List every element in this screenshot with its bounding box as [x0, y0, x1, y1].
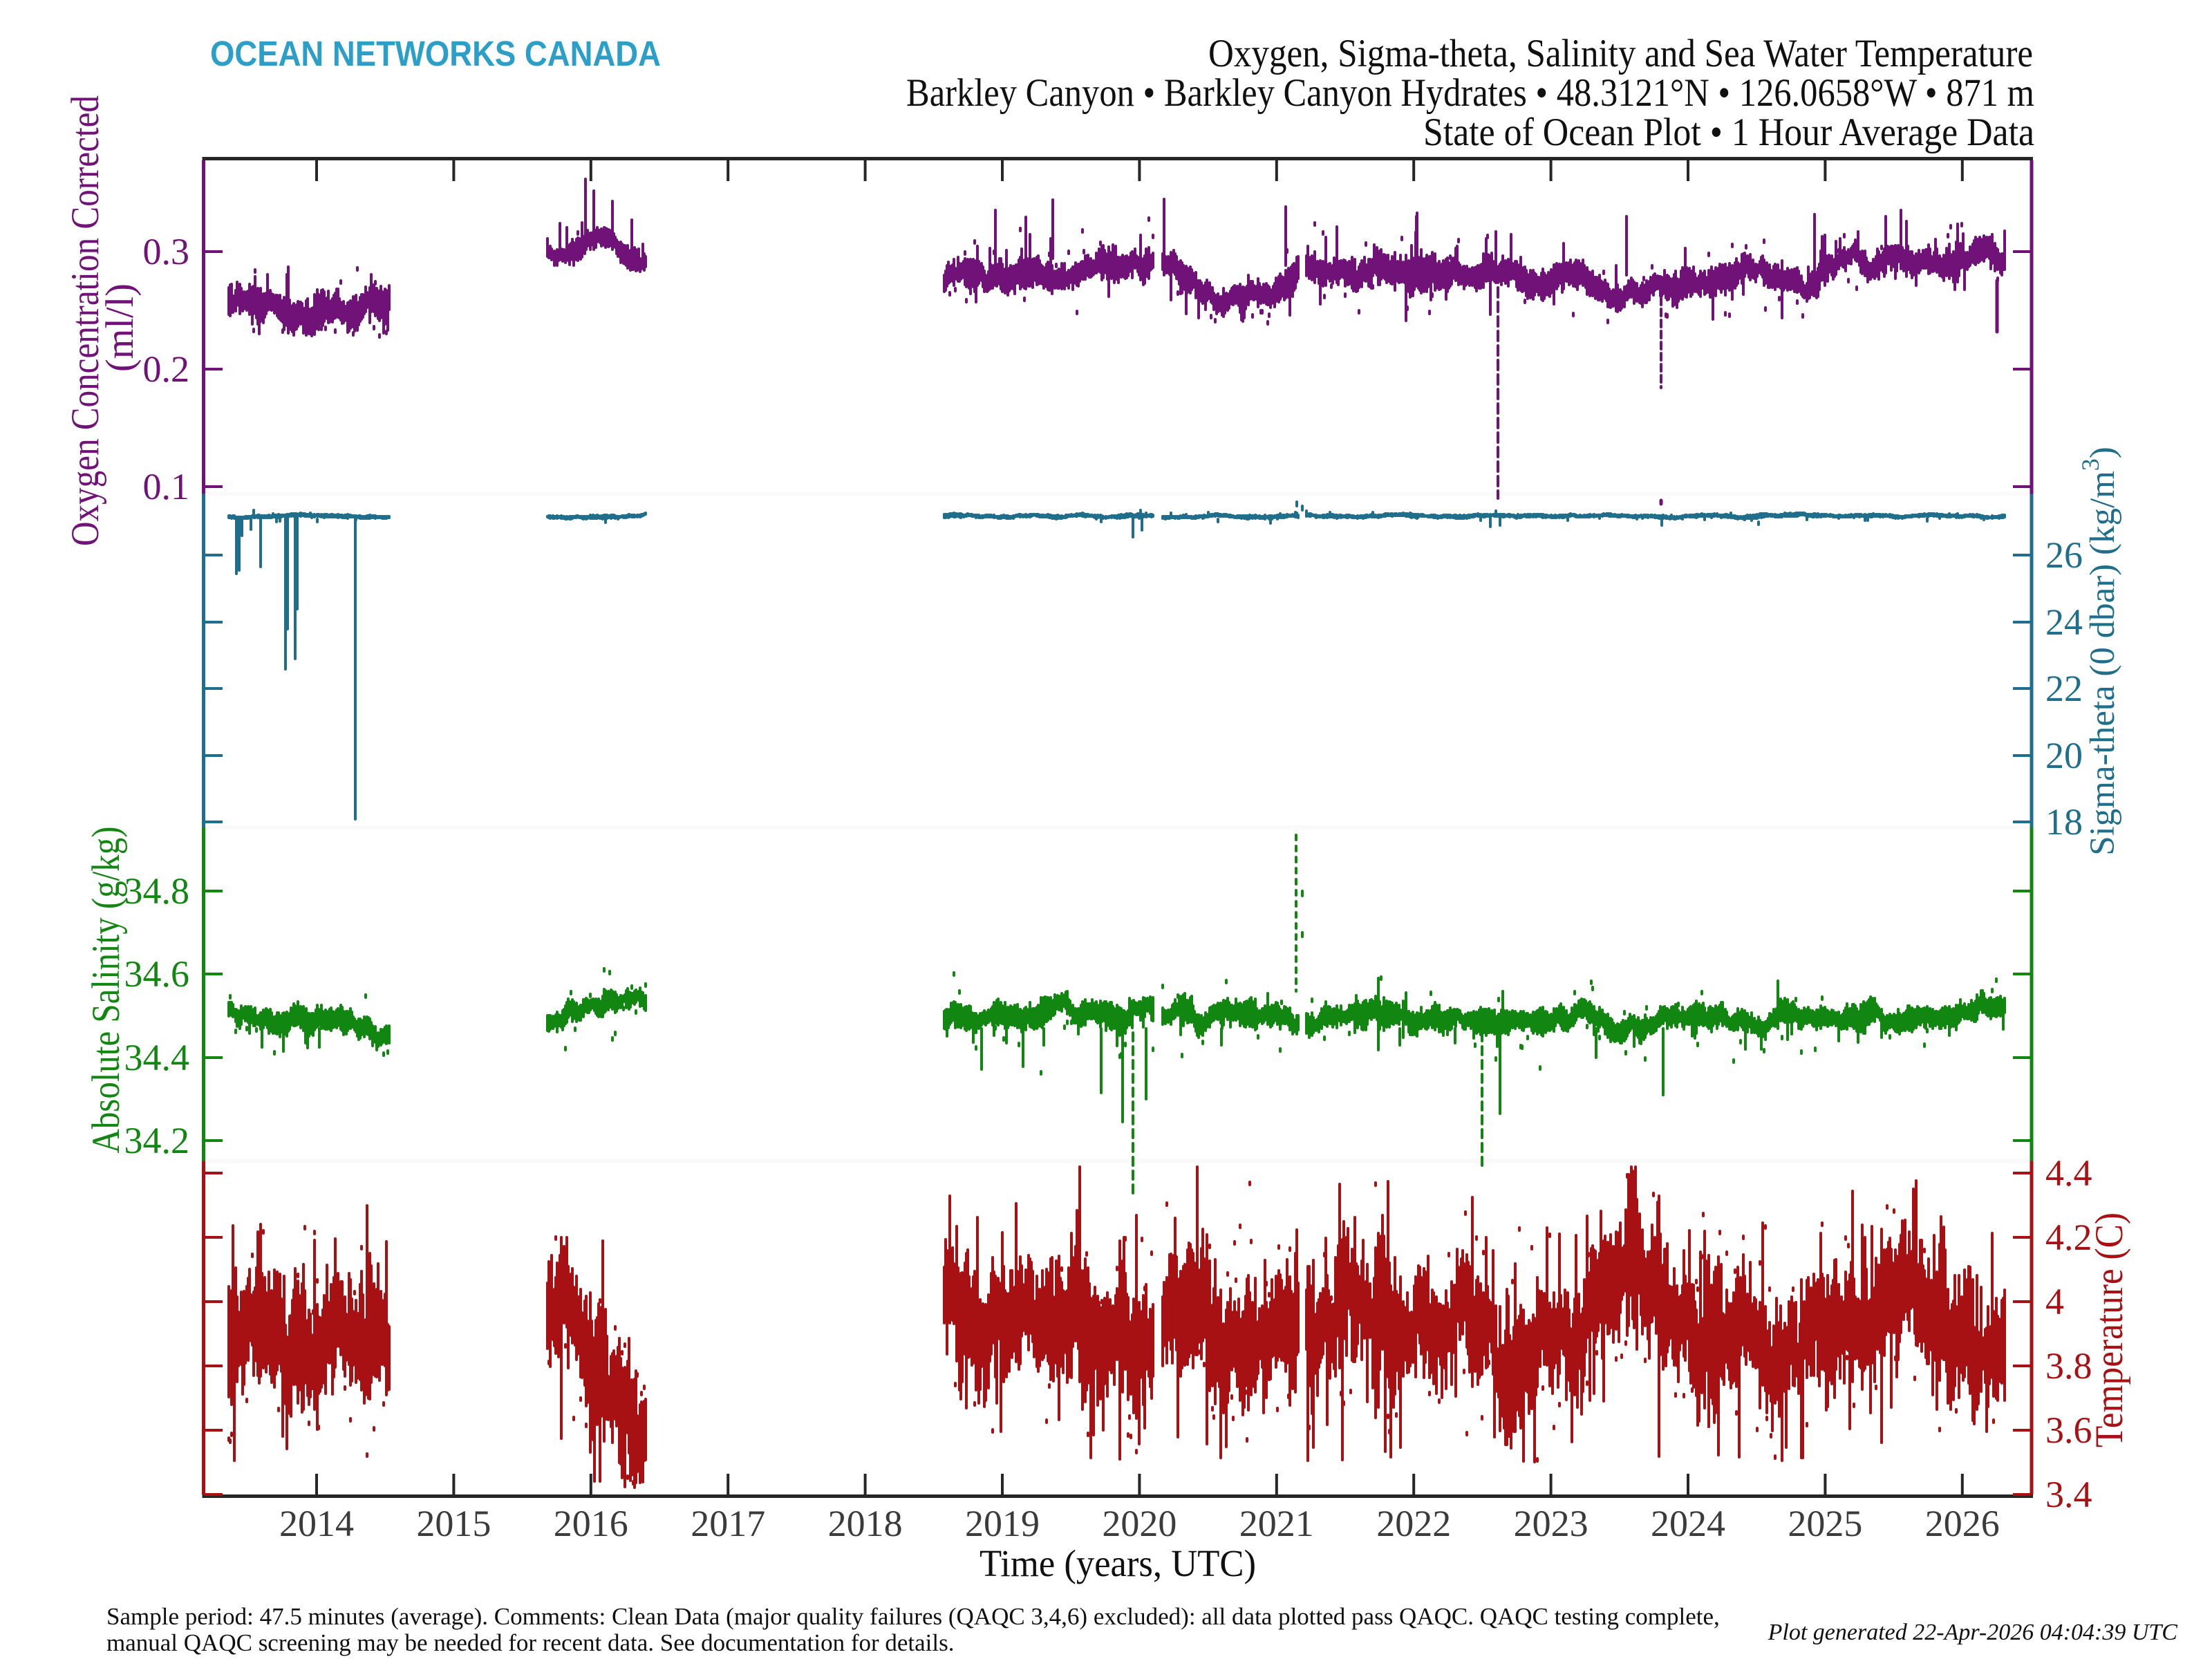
svg-text:20: 20: [2045, 735, 2083, 776]
svg-text:OCEAN NETWORKS CANADA: OCEAN NETWORKS CANADA: [210, 34, 661, 73]
svg-text:2025: 2025: [1788, 1503, 1862, 1544]
svg-text:18: 18: [2045, 801, 2083, 843]
svg-text:2015: 2015: [416, 1503, 491, 1544]
svg-text:2020: 2020: [1102, 1503, 1177, 1544]
svg-text:Sigma-theta (0 dbar) (kg/m3): Sigma-theta (0 dbar) (kg/m3): [2077, 447, 2122, 856]
svg-text:4.4: 4.4: [2045, 1152, 2092, 1194]
svg-text:3.8: 3.8: [2045, 1345, 2092, 1387]
svg-text:2019: 2019: [965, 1503, 1040, 1544]
svg-text:Oxygen, Sigma-theta, Salinity: Oxygen, Sigma-theta, Salinity and Sea Wa…: [1208, 32, 2033, 75]
svg-text:Temperature (C): Temperature (C): [2088, 1212, 2131, 1447]
svg-text:Barkley Canyon • Barkley Canyo: Barkley Canyon • Barkley Canyon Hydrates…: [906, 71, 2034, 115]
svg-text:2017: 2017: [691, 1503, 765, 1544]
svg-text:2018: 2018: [828, 1503, 903, 1544]
svg-text:34.6: 34.6: [124, 953, 190, 995]
svg-text:2014: 2014: [279, 1503, 354, 1544]
svg-text:Plot generated 22-Apr-2026 04:: Plot generated 22-Apr-2026 04:04:39 UTC: [1768, 1620, 2178, 1645]
svg-text:22: 22: [2045, 668, 2083, 709]
svg-text:34.4: 34.4: [124, 1037, 190, 1078]
svg-text:2023: 2023: [1514, 1503, 1588, 1544]
svg-text:3.4: 3.4: [2045, 1474, 2092, 1515]
svg-text:2021: 2021: [1239, 1503, 1314, 1544]
svg-text:manual QAQC screening may be n: manual QAQC screening may be needed for …: [106, 1629, 955, 1656]
svg-text:34.8: 34.8: [124, 870, 190, 912]
svg-text:Absolute Salinity (g/kg): Absolute Salinity (g/kg): [84, 827, 128, 1154]
svg-text:(ml/l): (ml/l): [98, 283, 142, 372]
svg-text:Oxygen Concentration Corrected: Oxygen Concentration Corrected: [64, 95, 107, 546]
svg-text:Sample period: 47.5 minutes (a: Sample period: 47.5 minutes (average). C…: [106, 1603, 1720, 1630]
svg-text:State of Ocean Plot • 1 Hour A: State of Ocean Plot • 1 Hour Average Dat…: [1423, 111, 2034, 154]
svg-text:0.3: 0.3: [143, 231, 190, 272]
svg-text:34.2: 34.2: [124, 1120, 190, 1161]
svg-text:24: 24: [2045, 601, 2083, 643]
svg-text:26: 26: [2045, 534, 2083, 576]
svg-text:3.6: 3.6: [2045, 1409, 2092, 1451]
svg-text:2022: 2022: [1376, 1503, 1451, 1544]
svg-text:Time (years, UTC): Time (years, UTC): [980, 1542, 1256, 1584]
svg-text:4.2: 4.2: [2045, 1217, 2092, 1258]
svg-text:2026: 2026: [1925, 1503, 2000, 1544]
svg-text:2016: 2016: [554, 1503, 628, 1544]
svg-text:4: 4: [2045, 1281, 2064, 1322]
svg-text:0.1: 0.1: [143, 466, 190, 507]
svg-text:0.2: 0.2: [143, 348, 190, 390]
svg-text:2024: 2024: [1651, 1503, 1725, 1544]
